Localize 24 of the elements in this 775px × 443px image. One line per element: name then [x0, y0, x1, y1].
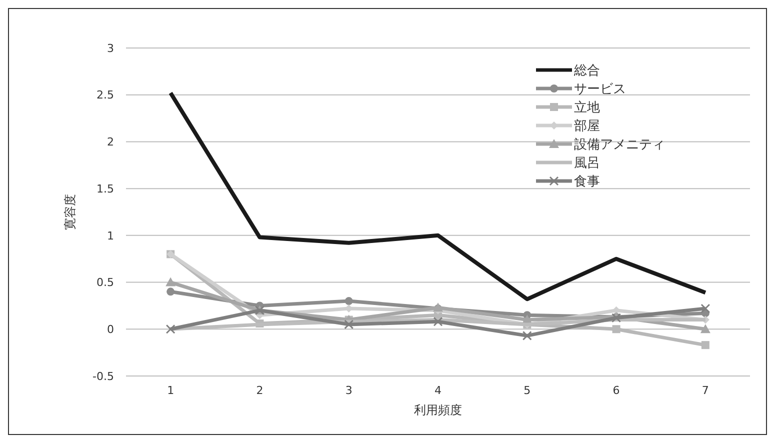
legend-label: 立地 [574, 100, 600, 116]
x-axis-title: 利用頻度 [414, 403, 462, 417]
legend-label: 食事 [574, 174, 600, 190]
x-tick-label: 6 [612, 384, 620, 397]
y-tick-label: -0.5 [92, 370, 114, 383]
legend-label: 部屋 [574, 119, 600, 134]
y-tick-label: 1.5 [96, 182, 114, 196]
x-tick-label: 4 [434, 384, 442, 397]
y-tick-label: 2 [107, 136, 114, 149]
y-axis-title: 寛容度 [63, 194, 77, 230]
x-tick-label: 1 [167, 384, 174, 397]
y-tick-label: 0 [107, 322, 114, 336]
legend-label: サービス [574, 82, 626, 98]
x-tick-label: 5 [524, 384, 531, 397]
y-tick-label: 3 [107, 42, 114, 55]
legend-label: 総合 [573, 64, 600, 79]
y-tick-label: 1 [107, 229, 114, 242]
x-tick-label: 3 [345, 384, 352, 397]
legend-label: 設備アメニティ [574, 138, 665, 153]
x-tick-label: 2 [256, 384, 264, 397]
x-tick-label: 7 [702, 384, 709, 397]
legend-label: 風呂 [574, 156, 600, 172]
y-tick-label: 2.5 [96, 88, 114, 102]
y-tick-label: 0.5 [96, 276, 114, 290]
